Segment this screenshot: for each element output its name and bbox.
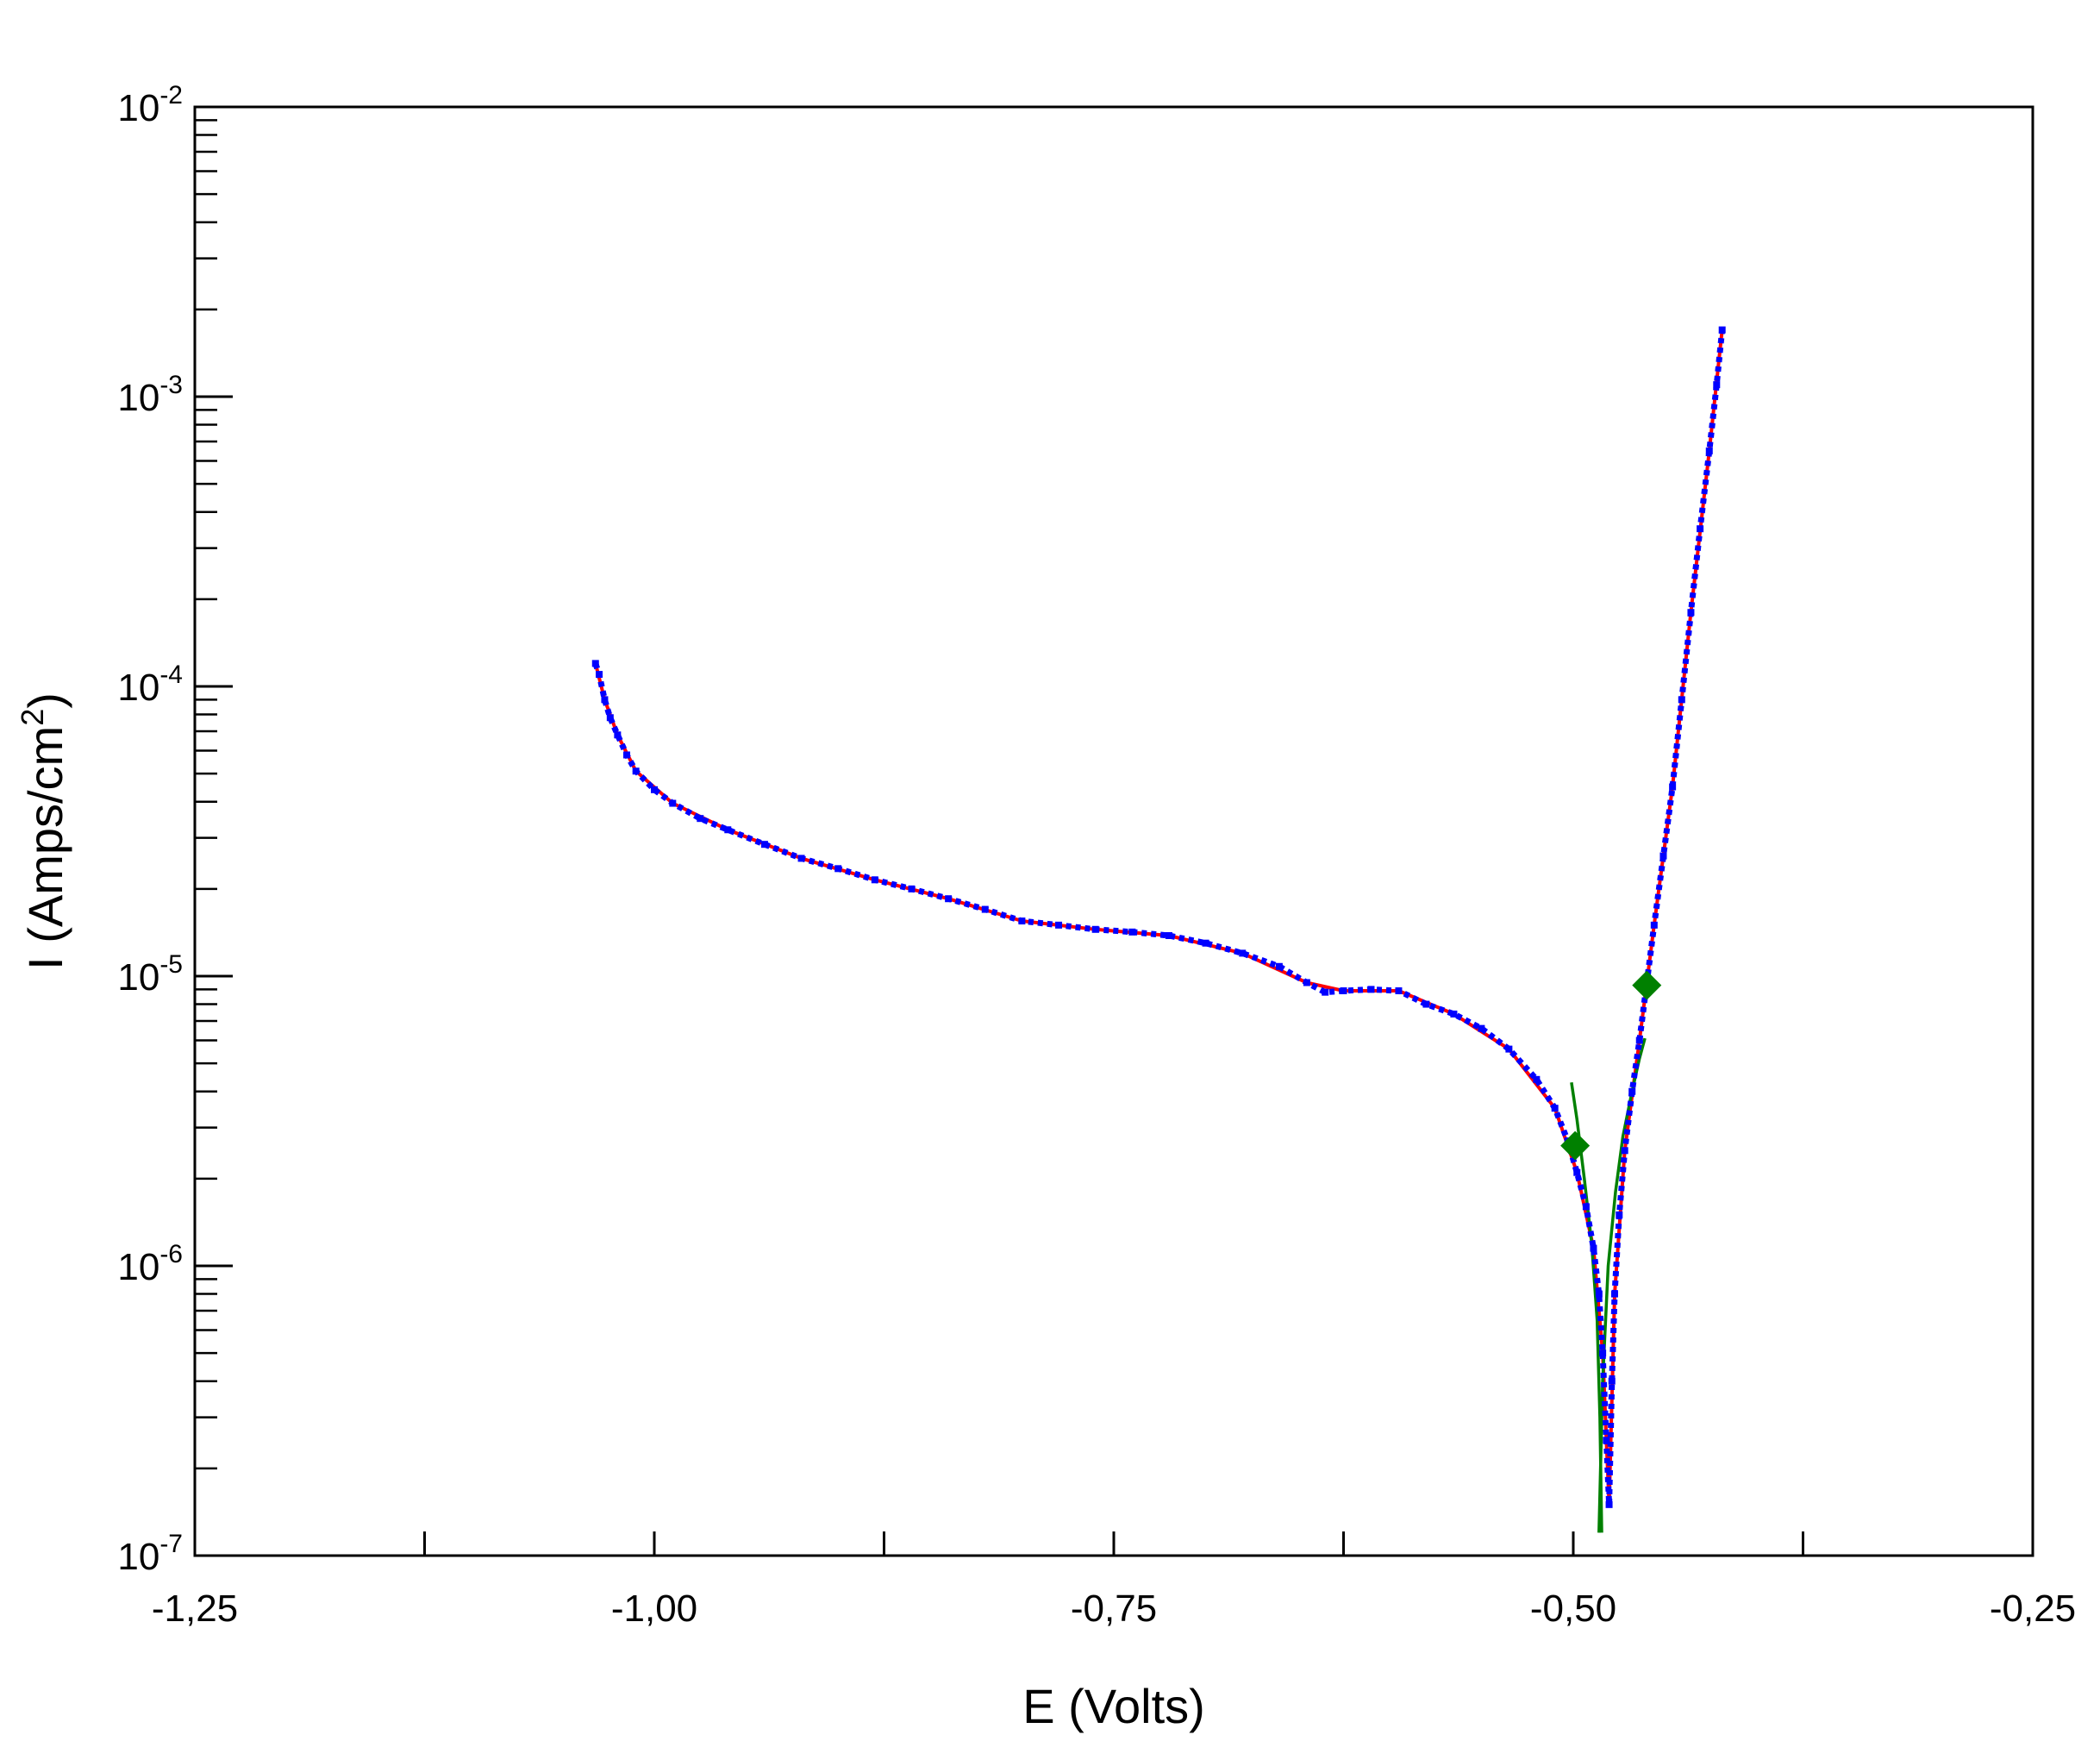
data-point: [596, 671, 603, 679]
data-point: [1395, 987, 1403, 995]
data-point: [1450, 1010, 1458, 1018]
data-point: [606, 714, 614, 722]
data-point: [591, 660, 599, 667]
data-point: [669, 799, 677, 807]
y-axis-label-close: ): [18, 692, 72, 709]
data-point: [1605, 1500, 1613, 1508]
y-tick-label: 10-3: [117, 371, 183, 419]
data-point: [1202, 939, 1209, 947]
data-point: [651, 786, 658, 793]
y-axis-label-sup: 2: [15, 709, 50, 726]
data-point: [1478, 1024, 1485, 1032]
data-point: [981, 905, 989, 913]
data-point: [945, 895, 953, 903]
data-point: [1697, 525, 1704, 533]
data-point: [760, 841, 768, 849]
data-point: [1422, 1000, 1430, 1008]
data-point: [1595, 1290, 1603, 1298]
y-axis-label-main: I (Amps/cm: [18, 726, 72, 970]
data-point: [1322, 988, 1329, 996]
x-axis: -1,25 -1,00 -0,75 -0,50 -0,25: [152, 1531, 2076, 1630]
data-point: [1635, 1036, 1643, 1044]
data-point: [1603, 1437, 1610, 1444]
y-tick-label: 10-7: [117, 1530, 183, 1578]
data-point: [1582, 1203, 1590, 1211]
data-point: [1128, 928, 1136, 936]
x-tick-label: -0,75: [1071, 1588, 1157, 1630]
data-point: [697, 815, 704, 823]
data-point: [1659, 852, 1667, 860]
data-point: [1616, 1211, 1623, 1218]
diamond-marker: [1560, 1130, 1591, 1161]
data-point: [1340, 987, 1347, 995]
data-point: [632, 767, 640, 775]
series-layer: [591, 326, 1726, 1533]
data-point: [724, 826, 732, 834]
y-tick-label: 10-5: [117, 950, 183, 999]
data-point: [797, 855, 805, 862]
data-point: [1303, 979, 1310, 986]
data-point: [1505, 1045, 1513, 1053]
data-point: [908, 885, 916, 892]
data-point: [1687, 609, 1695, 617]
data-point: [1650, 921, 1658, 929]
data-point: [1621, 1147, 1628, 1155]
data-point: [1590, 1244, 1597, 1252]
plot-frame: [193, 105, 2034, 1557]
data-point: [614, 731, 622, 739]
data-point: [1718, 326, 1726, 334]
x-tick-label: -0,25: [1990, 1588, 2076, 1630]
data-point: [1610, 1290, 1618, 1298]
y-axis-label: I (Amps/cm2): [15, 692, 72, 970]
data-point: [1165, 932, 1172, 940]
data-point: [1533, 1075, 1541, 1083]
data-point: [1608, 1377, 1616, 1385]
data-point: [601, 696, 609, 704]
data-point: [1628, 1087, 1636, 1095]
x-tick-label: -0,50: [1530, 1588, 1616, 1630]
data-point: [1713, 381, 1721, 389]
data-point: [1551, 1105, 1559, 1112]
data-point: [1678, 696, 1685, 704]
data-point: [1239, 949, 1247, 957]
data-point: [1018, 917, 1026, 925]
data-point: [623, 751, 631, 759]
data-point: [834, 865, 842, 873]
data-point: [1573, 1168, 1581, 1176]
data-point: [1091, 925, 1099, 933]
y-axis: 10-7 10-6 10-5 10-4 10-3 10-2: [117, 81, 233, 1578]
y-tick-label: 10-2: [117, 81, 183, 129]
x-axis-label: E (Volts): [1022, 1679, 1205, 1733]
data-point: [1367, 986, 1375, 993]
x-tick-label: -1,25: [152, 1588, 238, 1630]
data-point: [1055, 921, 1063, 929]
diamond-marker: [1632, 970, 1662, 1000]
data-point: [1669, 783, 1677, 791]
data-point: [1275, 962, 1283, 970]
y-tick-label: 10-4: [117, 661, 183, 709]
data-point: [1705, 447, 1713, 454]
series-measured-data: [592, 329, 1726, 1508]
x-tick-label: -1,00: [611, 1588, 697, 1630]
data-point: [1599, 1350, 1607, 1357]
y-tick-label: 10-6: [117, 1240, 183, 1288]
data-point: [871, 876, 878, 884]
series-fit-curve: [593, 329, 1724, 1506]
